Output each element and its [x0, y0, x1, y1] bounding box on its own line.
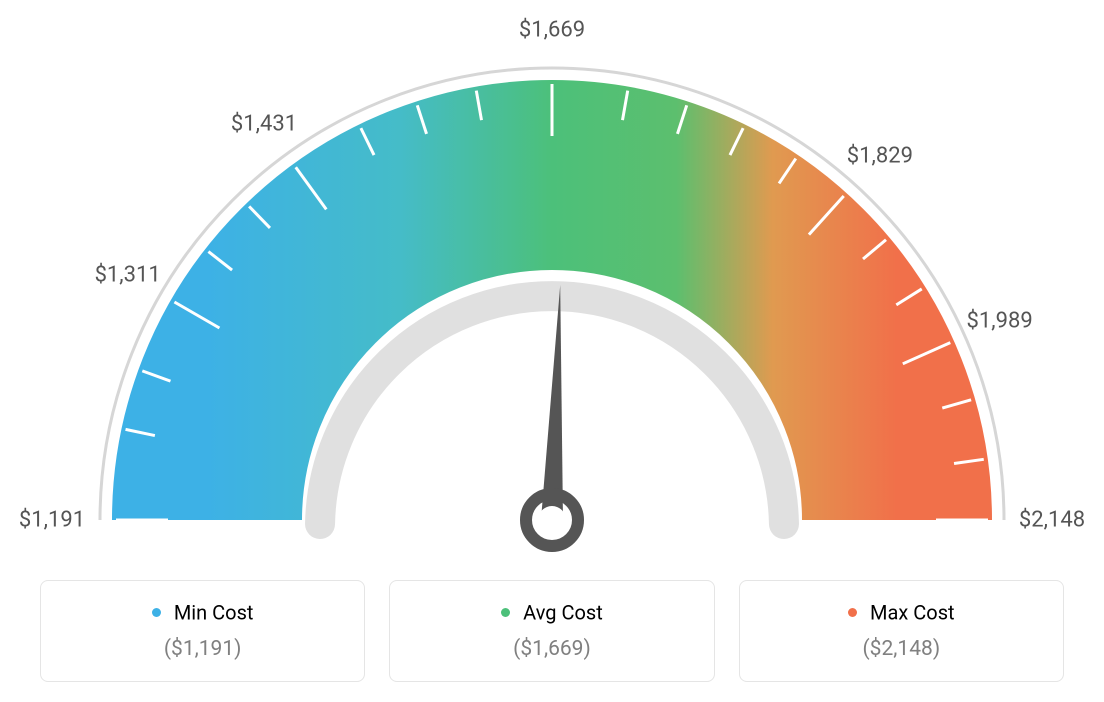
gauge-scale-label: $1,431: [231, 111, 297, 136]
legend-title-text: Avg Cost: [523, 601, 603, 625]
legend-title-text: Min Cost: [174, 601, 254, 625]
gauge-scale-label: $1,989: [967, 308, 1033, 333]
legend-card-max: Max Cost ($2,148): [739, 580, 1064, 682]
legend-title-avg: Avg Cost: [400, 599, 703, 625]
gauge-scale-label: $1,191: [19, 508, 85, 533]
legend-value-min: ($1,191): [51, 637, 354, 661]
dot-icon: [848, 608, 857, 617]
gauge-scale-label: $1,829: [847, 143, 913, 168]
gauge-scale-label: $1,311: [95, 263, 161, 288]
legend-row: Min Cost ($1,191) Avg Cost ($1,669) Max …: [20, 580, 1084, 682]
dot-icon: [152, 608, 161, 617]
legend-title-min: Min Cost: [51, 599, 354, 625]
gauge-svg: [20, 20, 1084, 560]
legend-card-min: Min Cost ($1,191): [40, 580, 365, 682]
legend-title-text: Max Cost: [870, 601, 955, 625]
dot-icon: [501, 608, 510, 617]
gauge-scale-label: $1,669: [519, 18, 585, 43]
gauge-scale-label: $2,148: [1019, 508, 1085, 533]
legend-title-max: Max Cost: [750, 599, 1053, 625]
legend-value-avg: ($1,669): [400, 637, 703, 661]
gauge-chart: $1,191 $1,311 $1,431 $1,669 $1,829 $1,989 $2,1…: [20, 20, 1084, 560]
legend-value-max: ($2,148): [750, 637, 1053, 661]
legend-card-avg: Avg Cost ($1,669): [389, 580, 714, 682]
